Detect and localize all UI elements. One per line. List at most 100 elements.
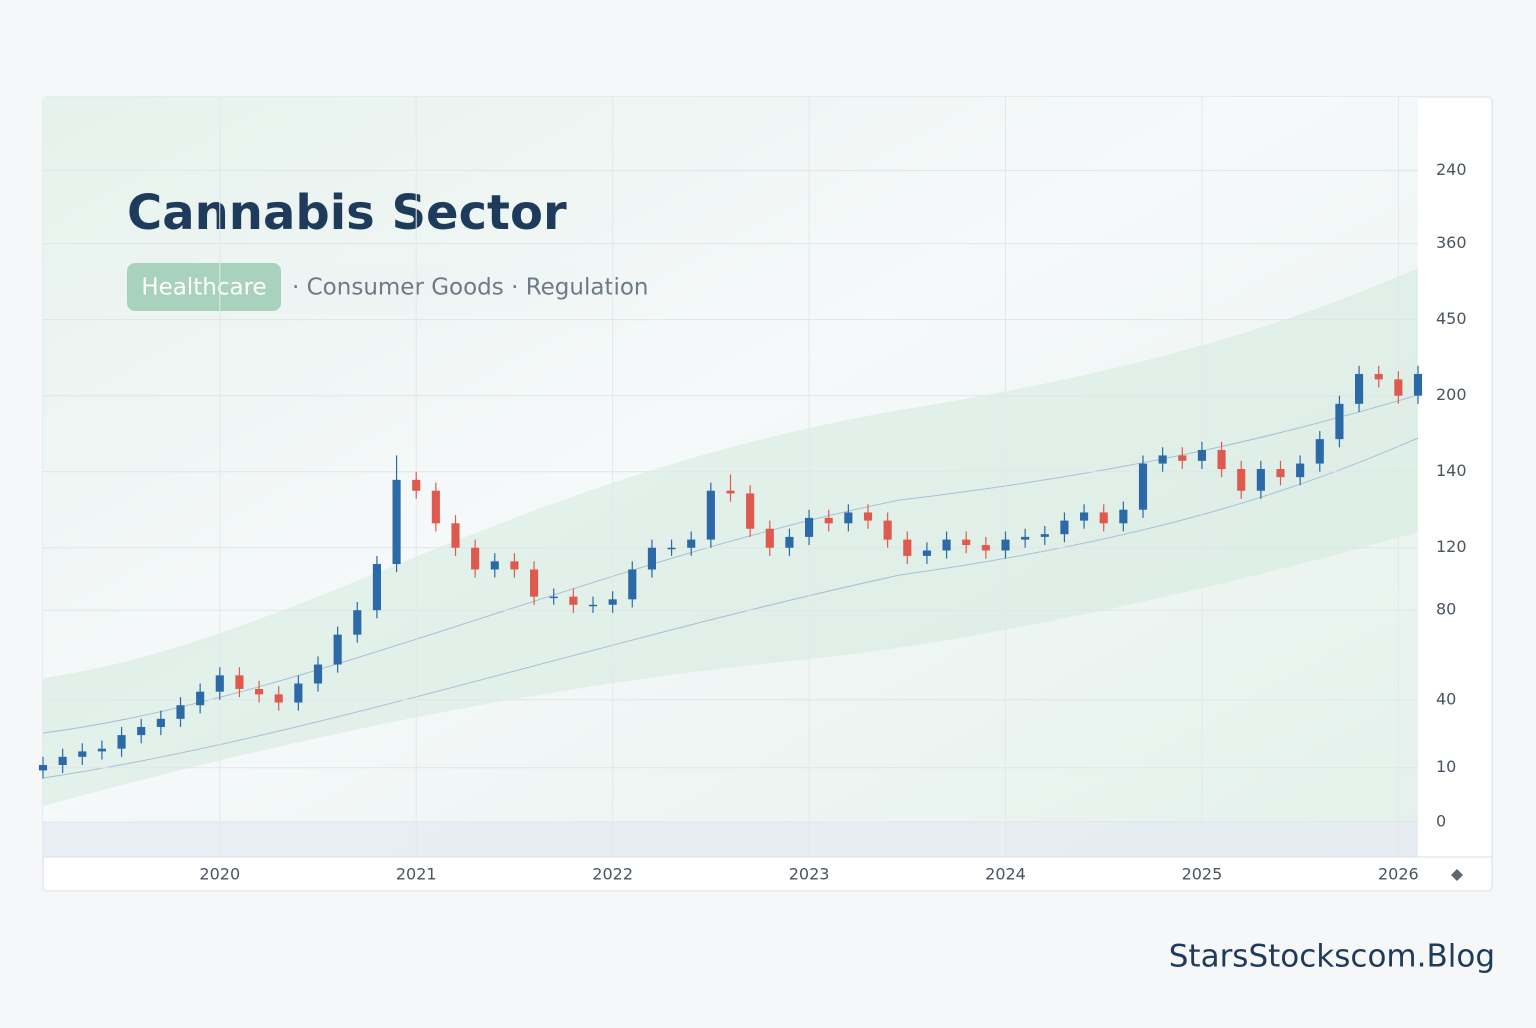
candle-body bbox=[628, 569, 637, 600]
brand: StarsStockscom.Blog bbox=[1169, 939, 1495, 975]
candle-body bbox=[1119, 509, 1128, 524]
settings-icon[interactable] bbox=[1451, 869, 1463, 881]
candle-body bbox=[97, 748, 106, 752]
candle-body bbox=[215, 675, 224, 692]
x-tick-label: 2026 bbox=[1378, 865, 1419, 884]
candle-body bbox=[1080, 512, 1089, 521]
candle-body bbox=[1060, 520, 1069, 535]
tag[interactable]: · Consumer Goods · Regulation bbox=[292, 275, 649, 301]
candle-body bbox=[1256, 469, 1265, 491]
candle-body bbox=[471, 547, 480, 570]
candle-body bbox=[38, 764, 48, 771]
candle-body bbox=[765, 528, 774, 548]
candle-body bbox=[981, 545, 990, 551]
candle-body bbox=[392, 479, 401, 565]
candle-body bbox=[1040, 534, 1049, 537]
candle-body bbox=[647, 547, 656, 570]
candle-body bbox=[922, 550, 931, 556]
x-tick-label: 2025 bbox=[1182, 865, 1223, 884]
candle-body bbox=[1099, 512, 1108, 524]
y-tick-label: 10 bbox=[1436, 757, 1456, 776]
candle-body bbox=[608, 599, 617, 605]
candle-body bbox=[156, 718, 165, 727]
candle-body bbox=[1315, 439, 1324, 464]
candle-body bbox=[412, 479, 421, 491]
candle-body bbox=[1217, 449, 1226, 470]
candle-body bbox=[530, 569, 539, 597]
candle-body bbox=[1413, 373, 1423, 396]
candle-body bbox=[313, 664, 323, 684]
candle-body bbox=[1394, 379, 1403, 396]
candle-body bbox=[726, 490, 735, 494]
candle-body bbox=[1237, 469, 1246, 491]
candle-body bbox=[824, 517, 833, 524]
candle-body bbox=[117, 735, 126, 749]
chart-title: Cannabis Sector bbox=[127, 185, 567, 241]
candle-body bbox=[1178, 455, 1187, 461]
candle-body bbox=[942, 539, 951, 551]
candle-body bbox=[510, 561, 519, 570]
candle-body bbox=[372, 564, 381, 611]
candle-body bbox=[431, 490, 440, 524]
y-tick-label: 240 bbox=[1436, 160, 1467, 179]
x-tick-label: 2022 bbox=[592, 865, 633, 884]
candle-body bbox=[274, 694, 283, 703]
x-tick-label: 2023 bbox=[789, 865, 830, 884]
envelope-line bbox=[42, 437, 1419, 779]
candle-body bbox=[137, 726, 146, 736]
x-tick-label: 2020 bbox=[199, 865, 240, 884]
candle-body bbox=[333, 634, 342, 665]
y-tick-label: 120 bbox=[1436, 537, 1467, 556]
candle-body bbox=[451, 523, 460, 548]
candle-body bbox=[883, 520, 892, 540]
tag[interactable]: Healthcare bbox=[141, 275, 266, 301]
candle-body bbox=[294, 683, 303, 703]
candle-body bbox=[490, 561, 499, 570]
tag-highlight[interactable] bbox=[127, 263, 281, 311]
candle-body bbox=[1021, 536, 1030, 540]
candle-body bbox=[588, 604, 598, 607]
y-tick-label: 0 bbox=[1436, 812, 1446, 831]
candle-body bbox=[1001, 539, 1010, 551]
candle-body bbox=[805, 517, 814, 537]
candle-body bbox=[706, 490, 715, 540]
candle-body bbox=[903, 539, 912, 556]
candle-body bbox=[353, 610, 362, 635]
candle-body bbox=[58, 756, 67, 765]
candle-body bbox=[746, 493, 755, 529]
envelope-band bbox=[43, 268, 1418, 806]
volume-strip bbox=[43, 822, 1418, 857]
candle-body bbox=[962, 539, 971, 546]
candle-body bbox=[1158, 455, 1167, 464]
x-tick-label: 2021 bbox=[396, 865, 437, 884]
candle-body bbox=[196, 691, 205, 706]
y-tick-label: 40 bbox=[1436, 689, 1456, 708]
candle-body bbox=[863, 512, 873, 521]
candle-body bbox=[1296, 463, 1305, 478]
y-tick-label: 200 bbox=[1436, 385, 1467, 404]
candle-body bbox=[255, 688, 264, 695]
candle-body bbox=[1138, 463, 1148, 510]
candle-body bbox=[549, 596, 558, 599]
candle-body bbox=[176, 705, 185, 719]
candle-body bbox=[844, 512, 853, 524]
candle-body bbox=[1355, 373, 1364, 404]
envelope-line bbox=[42, 394, 1419, 734]
candle-body bbox=[687, 539, 696, 548]
candle-body bbox=[78, 751, 87, 757]
x-tick-label: 2024 bbox=[985, 865, 1026, 884]
candle-body bbox=[1197, 449, 1206, 461]
candle-body bbox=[1335, 403, 1344, 440]
y-tick-label: 360 bbox=[1436, 233, 1467, 252]
candle-body bbox=[1374, 373, 1383, 380]
candle-body bbox=[1276, 469, 1285, 478]
y-tick-label: 140 bbox=[1436, 461, 1467, 480]
candle-body bbox=[569, 596, 578, 605]
y-tick-label: 450 bbox=[1436, 309, 1467, 328]
y-tick-label: 80 bbox=[1436, 600, 1456, 619]
candle-body bbox=[785, 536, 794, 548]
candle-body bbox=[235, 675, 244, 689]
candle-body bbox=[667, 547, 676, 550]
